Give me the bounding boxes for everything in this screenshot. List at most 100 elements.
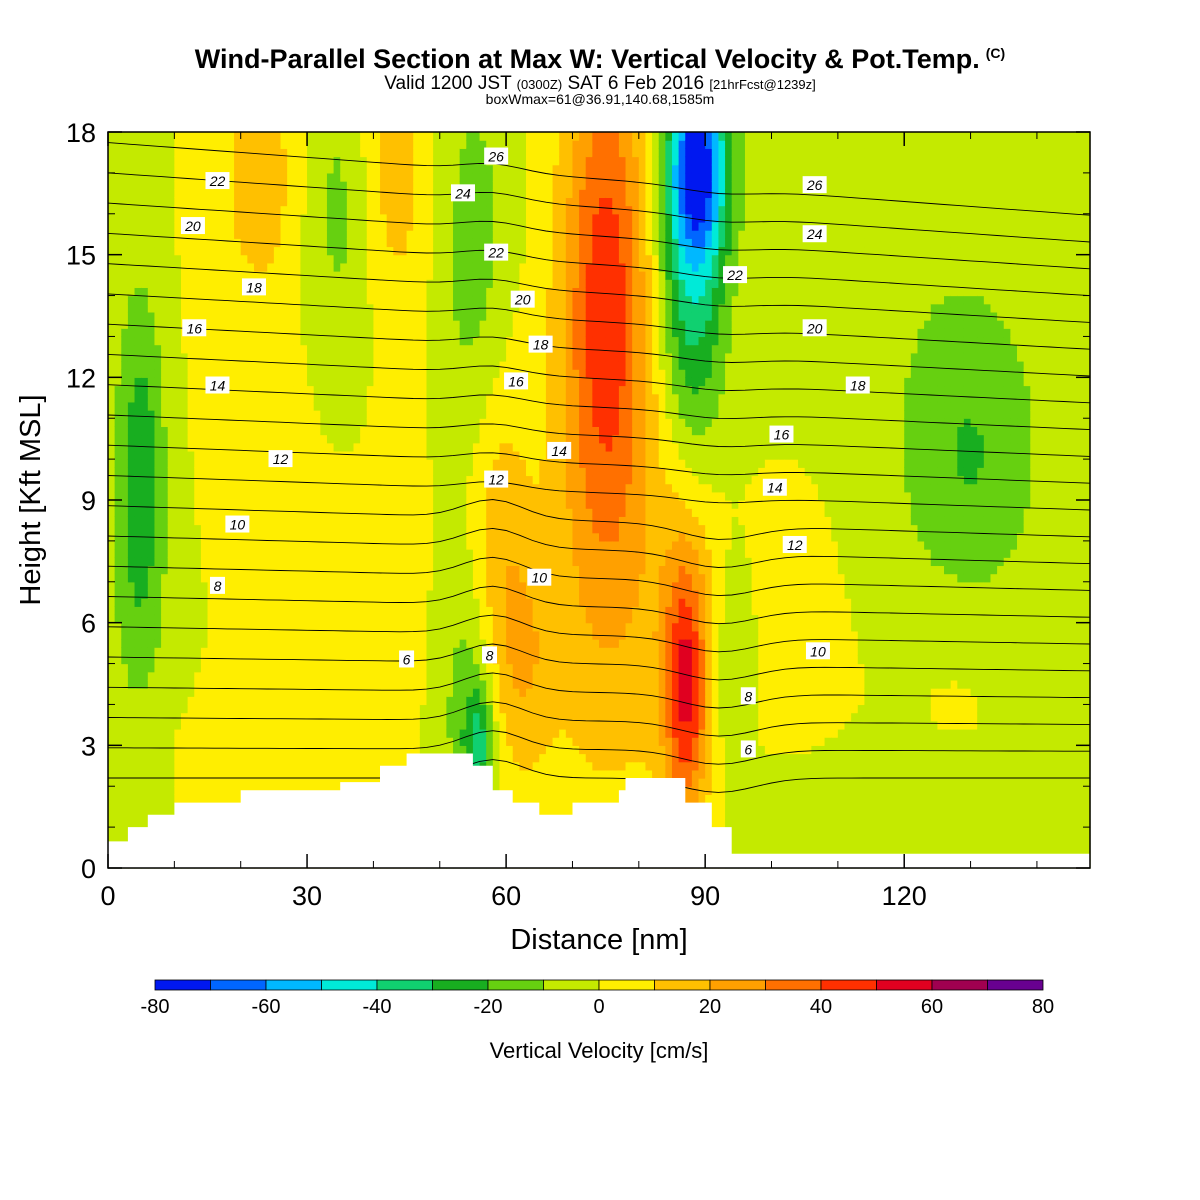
velocity-cell [220,279,229,288]
velocity-cell [114,557,122,567]
velocity-cell [320,238,328,248]
velocity-cell [134,328,142,338]
velocity-cell [293,140,302,149]
velocity-cell [419,737,428,746]
velocity-cell [227,508,235,517]
velocity-cell [180,565,189,575]
velocity-cell [108,696,116,706]
velocity-cell [240,360,248,370]
velocity-cell [340,549,348,558]
velocity-cell [174,442,182,452]
velocity-cell [380,639,388,648]
velocity-cell [340,279,348,288]
velocity-cell [307,238,315,248]
velocity-cell [346,172,355,182]
velocity-cell [373,140,381,149]
velocity-cell [108,491,116,501]
velocity-cell [413,516,421,526]
velocity-cell [207,589,215,599]
velocity-cell [406,230,414,239]
velocity-cell [393,254,401,264]
velocity-cell [446,181,454,190]
velocity-cell [154,410,162,419]
velocity-cell [247,140,255,149]
velocity-cell [187,156,195,166]
velocity-cell [147,385,156,395]
velocity-cell [141,491,149,501]
velocity-cell [267,246,275,256]
velocity-cell [307,728,315,738]
velocity-cell [360,696,368,706]
velocity-cell [380,434,388,444]
velocity-cell [300,393,308,403]
velocity-cell [353,712,361,722]
velocity-cell [446,532,454,542]
velocity-cell [167,164,175,174]
velocity-cell [127,271,136,280]
velocity-cell [220,467,229,477]
velocity-cell [419,516,428,526]
velocity-cell [114,827,122,836]
velocity-cell [227,573,235,583]
velocity-cell [260,385,268,395]
velocity-cell [340,393,348,403]
velocity-cell [227,483,235,493]
velocity-cell [413,238,421,248]
velocity-cell [453,230,461,239]
velocity-cell [406,352,414,362]
velocity-cell [108,213,116,223]
velocity-cell [114,483,122,493]
velocity-cell [472,737,481,746]
velocity-cell [393,426,401,436]
velocity-cell [413,140,421,149]
velocity-cell [307,524,315,534]
velocity-cell [287,565,295,575]
velocity-cell [141,671,149,681]
velocity-cell [433,418,441,427]
velocity-cell [180,598,189,607]
velocity-cell [227,663,235,673]
velocity-cell [127,132,136,141]
velocity-cell [300,238,308,248]
velocity-cell [253,671,262,681]
velocity-cell [220,622,229,632]
velocity-cell [260,369,268,378]
velocity-cell [161,540,169,550]
velocity-cell [293,132,302,141]
velocity-cell [147,688,156,697]
velocity-cell [333,336,341,346]
velocity-cell [313,720,321,730]
velocity-cell [313,663,321,673]
velocity-cell [174,336,182,346]
velocity-cell [413,573,421,583]
velocity-cell [280,778,288,787]
velocity-cell [220,434,229,444]
velocity-cell [386,221,394,231]
velocity-cell [154,181,162,190]
velocity-cell [380,254,388,264]
velocity-cell [373,516,381,526]
velocity-cell [340,745,348,755]
velocity-cell [174,434,182,444]
velocity-cell [293,156,302,166]
velocity-cell [161,500,169,509]
velocity-cell [333,393,341,403]
velocity-cell [413,254,421,264]
velocity-cell [287,753,295,763]
velocity-cell [446,230,454,239]
velocity-cell [134,295,142,305]
velocity-cell [121,426,129,436]
velocity-cell [180,524,189,534]
velocity-cell [373,418,381,427]
velocity-cell [419,295,428,305]
velocity-cell [267,500,275,509]
velocity-cell [180,385,189,395]
velocity-cell [161,246,169,256]
velocity-cell [108,132,116,141]
velocity-cell [293,688,302,697]
velocity-cell [240,532,248,542]
velocity-cell [200,720,209,730]
velocity-cell [114,467,122,477]
velocity-cell [300,442,308,452]
velocity-cell [320,745,328,755]
